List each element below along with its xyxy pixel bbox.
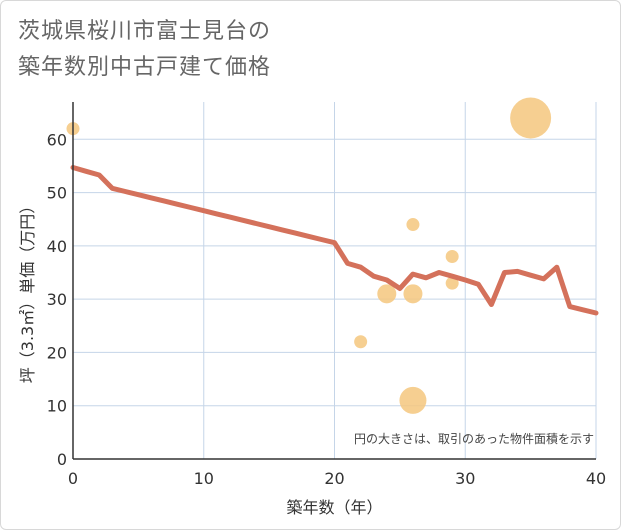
- axes: [72, 102, 596, 460]
- size-legend-note: 円の大きさは、取引のあった物件面積を示す: [354, 431, 594, 446]
- trend-series: [70, 165, 599, 316]
- x-tick-label: 30: [455, 469, 475, 488]
- y-tick-label: 20: [47, 343, 67, 362]
- bubble-point: [377, 284, 397, 304]
- bubble-point: [354, 335, 368, 349]
- x-tick-label: 10: [194, 469, 214, 488]
- y-tick-label: 60: [47, 130, 67, 149]
- x-tick-label: 40: [586, 469, 606, 488]
- y-tick-label: 30: [47, 290, 67, 309]
- bubble-point: [403, 284, 423, 304]
- grid-lines: [73, 102, 597, 459]
- x-tick-label: 0: [68, 469, 78, 488]
- y-tick-label: 40: [47, 237, 67, 256]
- y-axis-label: 坪（3.3㎡）単価（万円）: [18, 198, 37, 383]
- bubble-point: [510, 97, 552, 139]
- y-tick-label: 0: [57, 450, 67, 469]
- y-tick-labels: 0 10 20 30 40 50 60: [47, 130, 67, 469]
- trend-line: [70, 165, 599, 316]
- x-tick-label: 20: [324, 469, 344, 488]
- chart-title: 茨城県桜川市富士見台の 築年数別中古戸建て価格: [18, 14, 271, 86]
- bubble-point: [445, 250, 459, 264]
- chart-title-line-2: 築年数別中古戸建て価格: [18, 55, 272, 80]
- x-tick-labels: 0 10 20 30 40: [68, 469, 606, 488]
- y-tick-label: 50: [47, 184, 67, 203]
- bubble-series: [66, 97, 552, 414]
- bubble-point: [445, 276, 459, 290]
- bubble-point: [406, 218, 420, 232]
- x-axis-label: 築年数（年）: [286, 498, 382, 517]
- bubble-point: [399, 386, 427, 414]
- y-tick-label: 10: [47, 397, 67, 416]
- chart-title-line-1: 茨城県桜川市富士見台の: [18, 19, 272, 44]
